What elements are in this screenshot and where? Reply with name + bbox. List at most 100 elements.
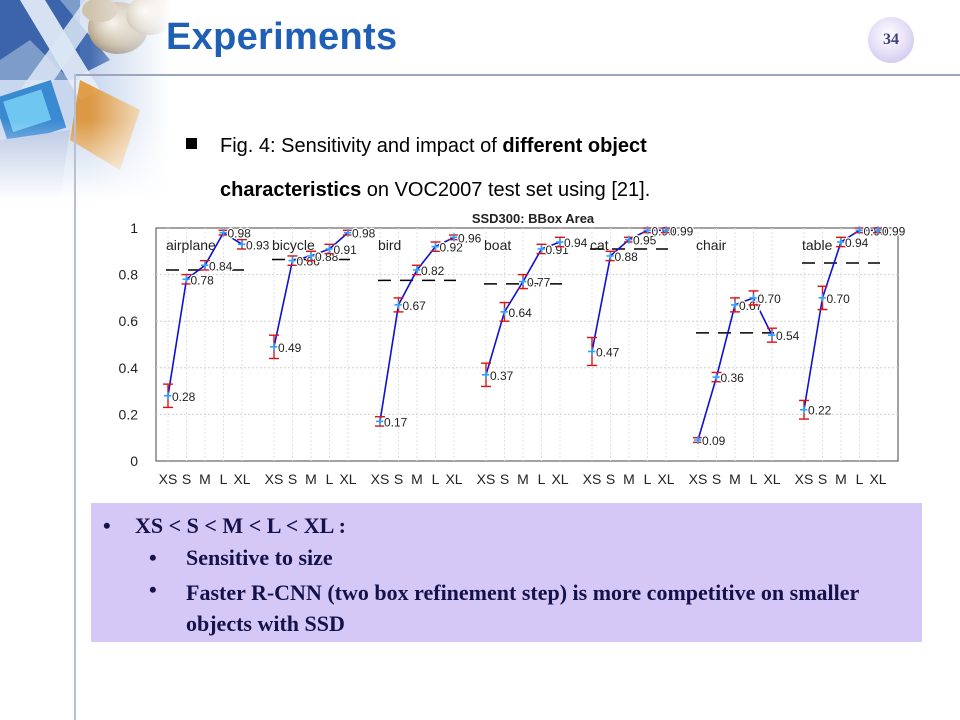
data-label: 0.54 — [776, 329, 800, 343]
left-rule — [74, 74, 76, 720]
x-tick-label: S — [288, 471, 297, 487]
data-label: 0.22 — [808, 404, 832, 418]
data-label: 0.09 — [702, 434, 726, 448]
x-tick-label: L — [432, 471, 440, 487]
data-label: 0.99 — [882, 224, 906, 238]
data-label: 0.94 — [845, 236, 869, 250]
plot-area — [155, 227, 899, 462]
y-tick-label: 0 — [130, 453, 138, 469]
data-label: 0.82 — [421, 264, 445, 278]
x-tick-label: M — [411, 471, 423, 487]
x-tick-label: XL — [763, 471, 780, 487]
data-label: 0.67 — [403, 299, 427, 313]
x-tick-label: L — [326, 471, 334, 487]
summary-sub-2: Faster R-CNN (two box refinement step) i… — [186, 580, 859, 636]
data-label: 0.86 — [297, 255, 321, 269]
category-label: boat — [484, 237, 511, 253]
data-label: 0.64 — [509, 306, 533, 320]
x-tick-label: XS — [371, 471, 390, 487]
category-label: airplane — [166, 237, 216, 253]
caption-text-2: on VOC2007 test set using [21]. — [361, 179, 651, 201]
data-label: 0.84 — [209, 259, 233, 273]
x-tick-label: XS — [265, 471, 284, 487]
x-tick-label: XS — [583, 471, 602, 487]
bbox-area-chart: SSD300: BBox Area 0 0.2 0.4 0.6 0.8 1 airplane 0… — [119, 211, 907, 487]
slide-title: Experiments — [166, 16, 398, 58]
x-tick-label: XS — [159, 471, 178, 487]
x-tick-label: M — [729, 471, 741, 487]
summary-box: • XS < S < M < L < XL : • Sensitive to s… — [91, 503, 922, 642]
summary-main: XS < S < M < L < XL : — [135, 513, 346, 538]
x-tick-label: S — [394, 471, 403, 487]
data-label: 0.67 — [739, 299, 763, 313]
data-label: 0.88 — [615, 250, 639, 264]
y-tick-label: 0.2 — [119, 406, 139, 422]
data-label: 0.98 — [228, 227, 252, 241]
data-label: 0.92 — [440, 241, 464, 255]
data-label: 0.77 — [527, 276, 551, 290]
y-tick-label: 1 — [130, 220, 138, 236]
data-label: 0.28 — [172, 390, 196, 404]
page-number-badge: 34 — [868, 17, 914, 63]
x-tick-label: L — [644, 471, 652, 487]
x-tick-label: XS — [477, 471, 496, 487]
bullet-icon: • — [149, 577, 157, 602]
square-bullet-icon — [186, 138, 197, 149]
category-label: chair — [696, 237, 727, 253]
y-tick-label: 0.8 — [119, 267, 139, 283]
x-tick-label: XL — [657, 471, 674, 487]
caption-line-1: Fig. 4: Sensitivity and impact of differ… — [220, 124, 647, 168]
x-tick-label: XL — [339, 471, 356, 487]
x-tick-label: M — [623, 471, 635, 487]
data-label: 0.37 — [490, 369, 514, 383]
x-tick-label: XL — [445, 471, 462, 487]
y-tick-label: 0.6 — [119, 313, 139, 329]
x-tick-label: M — [835, 471, 847, 487]
x-tick-label: L — [538, 471, 546, 487]
data-label: 0.93 — [246, 238, 270, 252]
summary-sub-1: Sensitive to size — [186, 545, 333, 570]
data-label: 0.94 — [564, 236, 588, 250]
category-label: bicycle — [272, 237, 315, 253]
data-label: 0.96 — [458, 231, 482, 245]
bullet-icon: • — [149, 545, 157, 570]
data-label: 0.99 — [670, 224, 694, 238]
x-tick-label: S — [606, 471, 615, 487]
caption-text-1: Fig. 4: Sensitivity and impact of — [220, 135, 503, 157]
chart-title: SSD300: BBox Area — [472, 211, 595, 226]
category-label: bird — [378, 237, 401, 253]
x-tick-label: XL — [551, 471, 568, 487]
x-tick-label: S — [500, 471, 509, 487]
caption-bold-2: characteristics — [220, 179, 362, 201]
data-label: 0.78 — [191, 273, 215, 287]
y-tick-label: 0.4 — [119, 360, 139, 376]
x-tick-label: L — [220, 471, 228, 487]
category-label: table — [802, 237, 833, 253]
x-tick-label: M — [305, 471, 317, 487]
x-tick-label: S — [712, 471, 721, 487]
x-tick-label: M — [199, 471, 211, 487]
x-tick-label: S — [182, 471, 191, 487]
data-label: 0.91 — [334, 243, 358, 257]
caption-bold-1: different object — [502, 135, 647, 157]
x-tick-label: XL — [869, 471, 886, 487]
data-label: 0.36 — [721, 371, 745, 385]
data-label: 0.49 — [278, 341, 302, 355]
x-tick-label: XS — [689, 471, 708, 487]
x-tick-label: S — [818, 471, 827, 487]
data-label: 0.70 — [758, 292, 782, 306]
title-rule — [75, 74, 960, 76]
bullet-icon: • — [103, 513, 111, 538]
x-tick-label: XL — [233, 471, 250, 487]
data-label: 0.98 — [352, 227, 376, 241]
x-tick-label: L — [750, 471, 758, 487]
caption-line-2: characteristics on VOC2007 test set usin… — [220, 168, 650, 212]
data-label: 0.17 — [384, 415, 408, 429]
data-label: 0.95 — [633, 234, 657, 248]
x-tick-label: L — [856, 471, 864, 487]
data-label: 0.47 — [596, 345, 620, 359]
x-tick-label: XS — [795, 471, 814, 487]
x-tick-label: M — [517, 471, 529, 487]
data-label: 0.70 — [827, 292, 851, 306]
corner-decoration — [0, 0, 170, 200]
